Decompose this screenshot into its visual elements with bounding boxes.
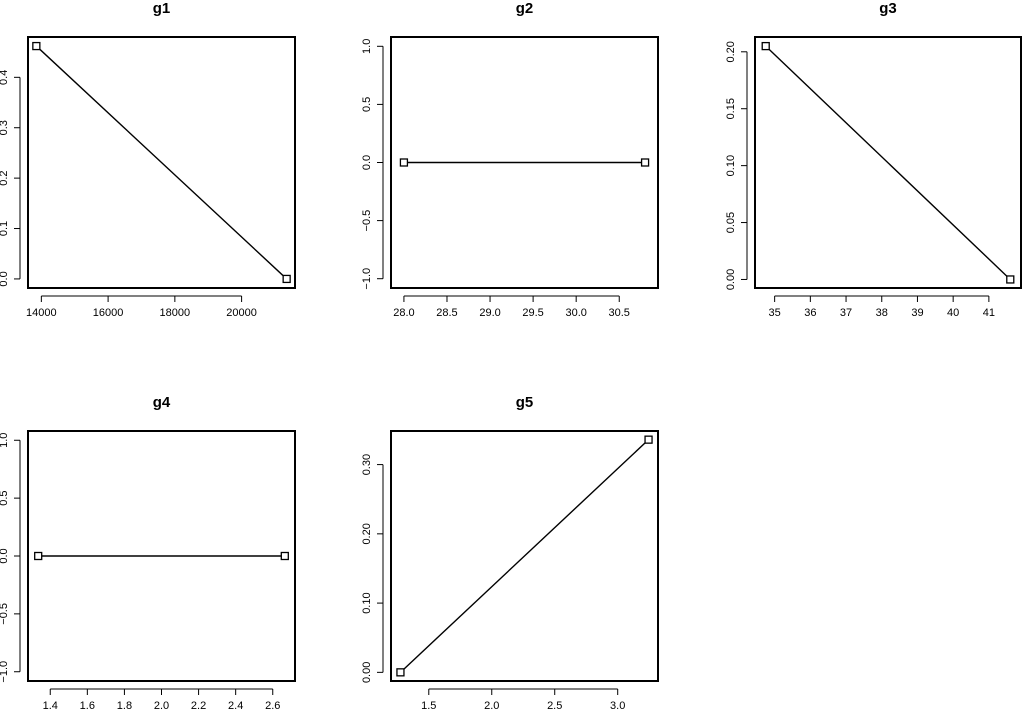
- y-tick-label: 0.4: [0, 70, 10, 85]
- y-tick-label: 0.10: [361, 592, 373, 613]
- series-line: [399, 439, 650, 673]
- y-tick-label: 0.2: [0, 170, 10, 185]
- y-tick-label: 0.1: [0, 221, 10, 236]
- panel-title: g1: [153, 0, 171, 17]
- panel-g3: g3 35 36 37 38 39 40 41 0.00 0.05 0.10 0.15 0.20: [725, 0, 1022, 319]
- x-tick-label: 30.0: [565, 307, 586, 319]
- data-point: [34, 551, 43, 561]
- y-tick-label: 0.0: [0, 271, 10, 286]
- y-tick-label: −0.5: [361, 210, 373, 232]
- y-tick-label: 0.05: [725, 212, 737, 233]
- y-tick-label: −1.0: [361, 268, 373, 290]
- panel-title: g2: [516, 0, 534, 17]
- x-tick-label: 30.5: [609, 307, 630, 319]
- x-tick-label: 37: [840, 307, 852, 319]
- y-tick-label: 0.20: [361, 523, 373, 544]
- y-tick-label: 0.0: [0, 548, 10, 563]
- data-point: [761, 41, 770, 51]
- x-tick-label: 2.5: [547, 700, 562, 711]
- y-tick-label: 0.30: [361, 454, 373, 475]
- y-tick-label: 0.5: [0, 490, 10, 505]
- data-point: [280, 551, 289, 561]
- series-line: [765, 45, 1011, 280]
- x-tick-label: 40: [947, 307, 959, 319]
- x-tick-label: 1.4: [43, 700, 58, 711]
- panel-title: g5: [516, 394, 534, 411]
- data-point: [396, 668, 405, 677]
- plot-frame: [390, 36, 659, 289]
- panel-g1: g1 14000 16000 18000 20000 0.0 0.1 0.2 0.3 0.4: [0, 0, 296, 319]
- plot-frame: [27, 430, 296, 682]
- x-tick-label: 18000: [160, 307, 191, 319]
- data-point: [399, 158, 409, 167]
- y-tick-label: 0.20: [725, 41, 737, 62]
- x-tick-label: 2.6: [265, 700, 280, 711]
- data-point: [644, 435, 653, 444]
- plot-frame: [754, 36, 1022, 289]
- x-tick-label: 36: [804, 307, 816, 319]
- x-tick-label: 41: [983, 307, 995, 319]
- panel-g5: g5 1.5 2.0 2.5 3.0 0.00 0.10 0.20 0.30: [361, 394, 659, 711]
- x-tick-label: 1.5: [421, 700, 436, 711]
- y-tick-label: −0.5: [0, 603, 10, 625]
- panel-title: g4: [153, 394, 171, 411]
- y-tick-label: 0.15: [725, 98, 737, 119]
- x-tick-label: 2.2: [191, 700, 206, 711]
- x-tick-label: 2.0: [154, 700, 169, 711]
- x-tick-label: 38: [876, 307, 888, 319]
- series-line: [35, 45, 288, 280]
- y-tick-label: 0.00: [725, 269, 737, 290]
- x-tick-label: 2.0: [484, 700, 499, 711]
- panel-title: g3: [879, 0, 897, 17]
- x-tick-label: 29.0: [479, 307, 500, 319]
- x-tick-label: 3.0: [610, 700, 625, 711]
- x-tick-label: 29.5: [522, 307, 543, 319]
- x-tick-label: 1.8: [117, 700, 132, 711]
- x-tick-label: 35: [769, 307, 781, 319]
- x-tick-label: 28.0: [393, 307, 414, 319]
- y-tick-label: 0.0: [361, 155, 373, 170]
- plot-frame: [27, 36, 296, 289]
- x-tick-label: 39: [911, 307, 923, 319]
- y-tick-label: −1.0: [0, 661, 10, 683]
- y-tick-label: 1.0: [0, 433, 10, 448]
- data-point: [640, 158, 650, 167]
- data-point: [1006, 275, 1015, 284]
- x-tick-label: 28.5: [436, 307, 457, 319]
- y-tick-label: 0.10: [725, 155, 737, 176]
- y-tick-label: 0.3: [0, 120, 10, 135]
- plot-frame: [390, 430, 659, 682]
- y-tick-label: 0.00: [361, 662, 373, 683]
- x-tick-label: 1.6: [80, 700, 95, 711]
- x-tick-label: 14000: [26, 307, 57, 319]
- panel-g2: g2 28.0 28.5 29.0 29.5 30.0 30.5 −1.0 −0.5 0.0 0.5…: [361, 0, 659, 319]
- panel-g4: g4 1.4 1.6 1.8 2.0 2.2 2.4 2.6 −1.0 −0.5 0.0 0.5 1.0: [0, 394, 296, 711]
- x-tick-label: 2.4: [228, 700, 243, 711]
- y-tick-label: 0.5: [361, 97, 373, 112]
- x-tick-label: 20000: [226, 307, 257, 319]
- y-tick-label: 1.0: [361, 39, 373, 54]
- x-tick-label: 16000: [93, 307, 124, 319]
- data-point: [32, 41, 41, 51]
- data-point: [282, 274, 291, 284]
